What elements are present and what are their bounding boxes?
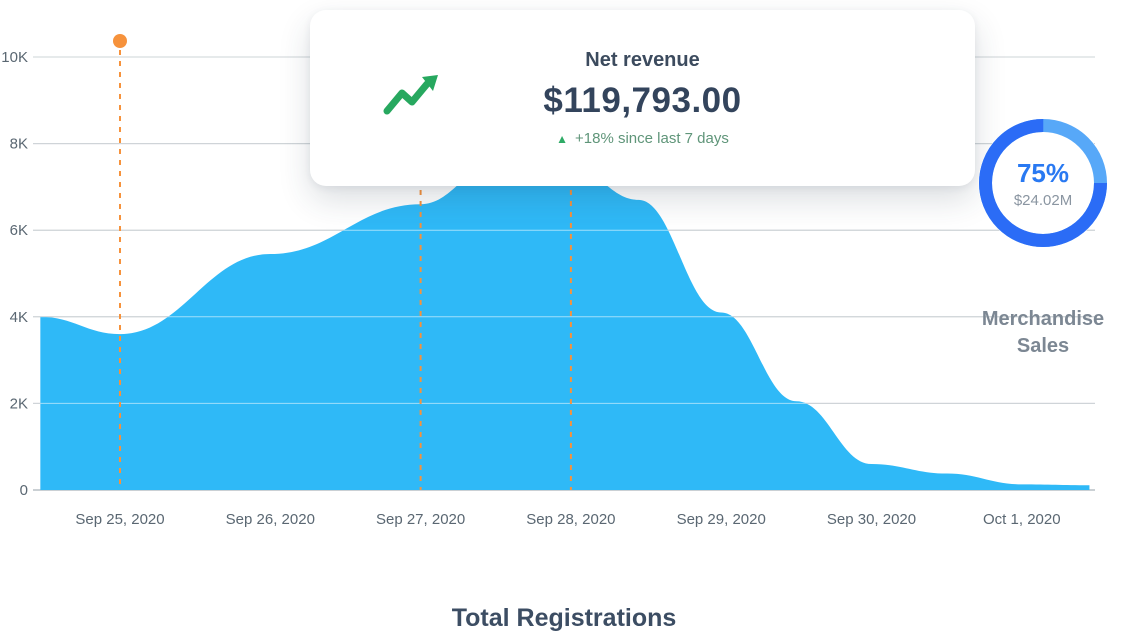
- x-tick-label: Sep 28, 2020: [526, 511, 615, 528]
- y-tick-label: 6K: [10, 222, 28, 239]
- marker-dot[interactable]: [113, 34, 127, 48]
- net-revenue-card: Net revenue $119,793.00 ▲ +18% since las…: [310, 10, 975, 186]
- donut-chart: [978, 118, 1108, 248]
- y-tick-label: 0: [20, 482, 28, 499]
- net-revenue-delta: ▲ +18% since last 7 days: [556, 130, 729, 147]
- net-revenue-title: Net revenue: [585, 49, 700, 71]
- net-revenue-delta-text: +18% since last 7 days: [575, 130, 729, 147]
- x-tick-label: Sep 26, 2020: [226, 511, 315, 528]
- chart-title: Total Registrations: [451, 604, 677, 632]
- x-tick-label: Sep 29, 2020: [677, 511, 766, 528]
- up-triangle-icon: ▲: [556, 131, 569, 146]
- x-tick-label: Sep 25, 2020: [75, 511, 164, 528]
- donut-caption: Merchandise Sales: [981, 308, 1105, 357]
- donut-percent: 75%: [1016, 157, 1070, 188]
- donut-amount: $24.02M: [1013, 191, 1073, 209]
- x-tick-label: Oct 1, 2020: [983, 511, 1061, 528]
- area-series[interactable]: [40, 165, 1090, 490]
- y-tick-label: 8K: [10, 136, 28, 153]
- net-revenue-value: $119,793.00: [543, 81, 742, 120]
- y-tick-label: 2K: [10, 395, 28, 412]
- y-tick-label: 4K: [10, 309, 28, 326]
- trend-up-arrow-icon: [383, 75, 438, 115]
- donut-progress-ring: [979, 119, 1107, 247]
- x-tick-label: Sep 30, 2020: [827, 511, 916, 528]
- donut-backdrop: [978, 118, 1108, 248]
- y-tick-label: 10K: [1, 49, 28, 66]
- x-tick-label: Sep 27, 2020: [376, 511, 465, 528]
- merchandise-donut[interactable]: 75% $24.02M: [978, 118, 1108, 248]
